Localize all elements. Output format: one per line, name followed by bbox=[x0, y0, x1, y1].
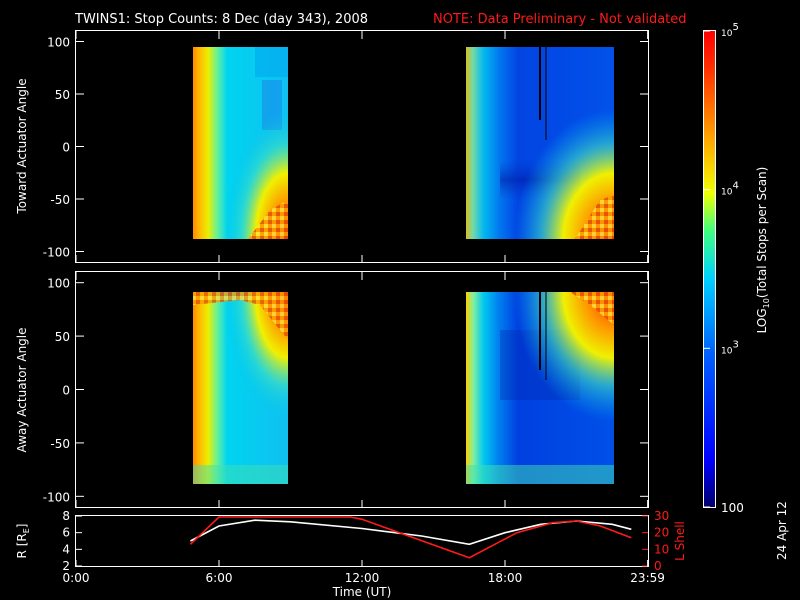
away-data-block-1 bbox=[193, 292, 288, 484]
lshell-tick-label: 30 bbox=[654, 509, 669, 523]
time-tick-label: 12:00 bbox=[345, 571, 380, 585]
time-tick-label: 0:00 bbox=[63, 571, 90, 585]
colorbar-tick-label: 103 bbox=[721, 339, 739, 356]
generation-date: 24 Apr 12 bbox=[775, 501, 789, 560]
lshell-tick-label: 10 bbox=[654, 542, 669, 556]
figure-title: TWINS1: Stop Counts: 8 Dec (day 343), 20… bbox=[74, 12, 368, 27]
time-tick-label: 6:00 bbox=[206, 571, 233, 585]
angle-tick-label: 50 bbox=[55, 330, 70, 344]
colorbar-title: LOG10(Total Stops per Scan) bbox=[755, 167, 771, 334]
lshell-axis-label: L Shell bbox=[673, 521, 687, 561]
toward-y-label: Toward Actuator Angle bbox=[15, 78, 29, 214]
ephemeris-axes: 8 6 4 2 30 20 10 0 bbox=[62, 509, 669, 573]
angle-tick-label: -100 bbox=[43, 490, 70, 504]
lshell-line bbox=[189, 516, 632, 559]
ephemeris-panel-frame bbox=[75, 515, 649, 567]
toward-y-axis: 100 50 0 -50 -100 bbox=[43, 36, 648, 260]
colorbar-tick-label: 105 bbox=[721, 22, 739, 39]
radius-tick-label: 6 bbox=[62, 526, 70, 540]
colorbar-tick-label: 100 bbox=[721, 501, 744, 515]
colorbar-tick-label: 104 bbox=[721, 181, 739, 198]
lshell-tick-label: 0 bbox=[654, 559, 662, 573]
angle-tick-label: 0 bbox=[62, 141, 70, 155]
angle-tick-label: 50 bbox=[55, 88, 70, 102]
angle-tick-label: -100 bbox=[43, 246, 70, 260]
angle-tick-label: 100 bbox=[47, 36, 70, 50]
colorbar bbox=[704, 31, 715, 507]
time-axis: 0:00 6:00 12:00 18:00 23:59 bbox=[63, 31, 665, 585]
time-axis-label: Time (UT) bbox=[332, 585, 392, 599]
away-heatmap-panel bbox=[193, 292, 614, 484]
time-tick-label: 23:59 bbox=[630, 571, 665, 585]
angle-tick-label: 100 bbox=[47, 277, 70, 291]
radius-axis-label: R [RE] bbox=[15, 524, 31, 559]
radius-line bbox=[190, 519, 632, 546]
angle-tick-label: 0 bbox=[62, 384, 70, 398]
angle-tick-label: -50 bbox=[50, 437, 70, 451]
toward-data-block-2 bbox=[466, 47, 614, 239]
radius-tick-label: 4 bbox=[62, 542, 70, 556]
away-data-block-2 bbox=[466, 292, 614, 484]
preliminary-note: NOTE: Data Preliminary - Not validated bbox=[433, 12, 687, 27]
lshell-tick-label: 20 bbox=[654, 526, 669, 540]
toward-data-block-1 bbox=[193, 47, 288, 239]
ephemeris-plot bbox=[189, 516, 632, 559]
toward-heatmap-panel bbox=[193, 47, 614, 239]
away-y-axis: 100 50 0 -50 -100 bbox=[43, 277, 648, 504]
time-tick-label: 18:00 bbox=[488, 571, 523, 585]
radius-tick-label: 8 bbox=[62, 509, 70, 523]
angle-tick-label: -50 bbox=[50, 193, 70, 207]
colorbar-ticks: 105 104 103 100 bbox=[704, 22, 744, 515]
away-y-label: Away Actuator Angle bbox=[15, 327, 29, 452]
radius-tick-label: 2 bbox=[62, 559, 70, 573]
